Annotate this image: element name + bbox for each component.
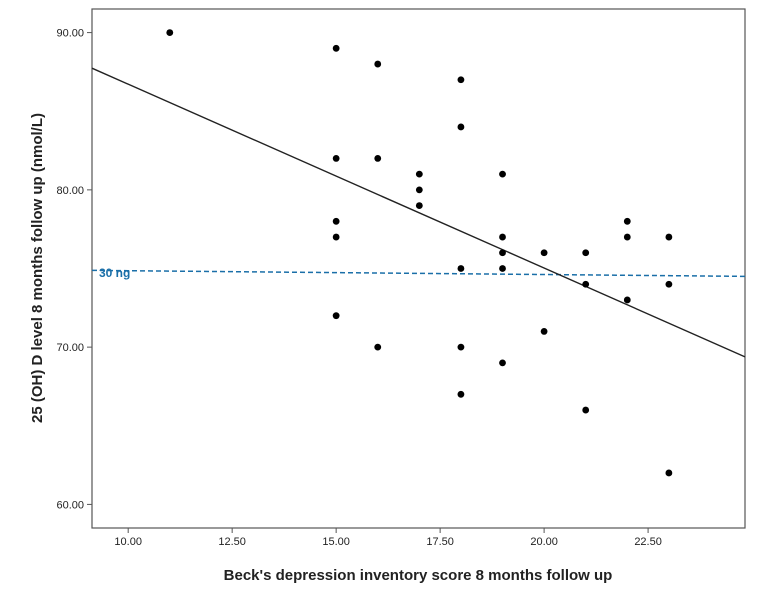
x-tick-label: 15.00: [322, 536, 350, 548]
data-point: [499, 233, 506, 241]
data-point: [582, 406, 590, 414]
y-tick-label: 90.00: [56, 28, 84, 40]
y-axis-label: 25 (OH) D level 8 months follow up (nmol…: [29, 113, 46, 423]
x-tick-label: 10.00: [114, 536, 142, 548]
x-tick-label: 17.50: [426, 536, 454, 548]
data-point: [374, 155, 382, 162]
plot-frame: [91, 8, 746, 529]
data-point: [540, 328, 548, 335]
data-point: [665, 233, 673, 241]
data-point: [540, 249, 548, 257]
data-point: [332, 233, 340, 241]
data-point: [457, 123, 465, 131]
y-axis: 60.00 70.00 80.00 90.00: [56, 28, 92, 511]
data-point: [374, 343, 382, 351]
data-point: [415, 170, 423, 178]
reference-line-label: 30 ng: [99, 266, 130, 280]
data-point: [499, 170, 506, 178]
data-point: [332, 155, 340, 162]
data-point: [623, 296, 631, 304]
data-point: [457, 343, 465, 351]
data-point: [415, 202, 423, 209]
data-point: [499, 359, 506, 367]
x-tick-label: 12.50: [218, 536, 246, 548]
data-point: [499, 265, 506, 272]
x-axis-label: Beck's depression inventory score 8 mont…: [224, 567, 613, 584]
x-tick-label: 20.00: [530, 536, 558, 548]
data-point: [332, 217, 340, 225]
data-point: [665, 469, 673, 477]
reference-line-group: 30 ng: [91, 266, 746, 280]
y-tick-label: 80.00: [56, 185, 84, 197]
y-tick-label: 60.00: [56, 499, 84, 511]
data-point: [665, 280, 673, 288]
data-point: [415, 186, 423, 194]
data-point: [166, 29, 174, 36]
y-tick-label: 70.00: [56, 342, 84, 354]
data-point: [374, 60, 382, 68]
data-point: [457, 76, 465, 84]
data-point: [623, 233, 631, 241]
data-point: [582, 249, 590, 257]
data-point: [623, 217, 631, 225]
data-point: [499, 249, 506, 257]
data-point: [582, 280, 590, 288]
data-point: [332, 312, 340, 320]
data-points: [166, 29, 673, 477]
regression-line: [91, 67, 746, 358]
data-point: [457, 390, 465, 398]
reference-line: [91, 269, 746, 278]
data-point: [332, 44, 340, 52]
x-axis: 10.00 12.50 15.00 17.50 20.00 22.50: [114, 528, 662, 548]
data-point: [457, 265, 465, 272]
x-tick-label: 22.50: [634, 536, 662, 548]
